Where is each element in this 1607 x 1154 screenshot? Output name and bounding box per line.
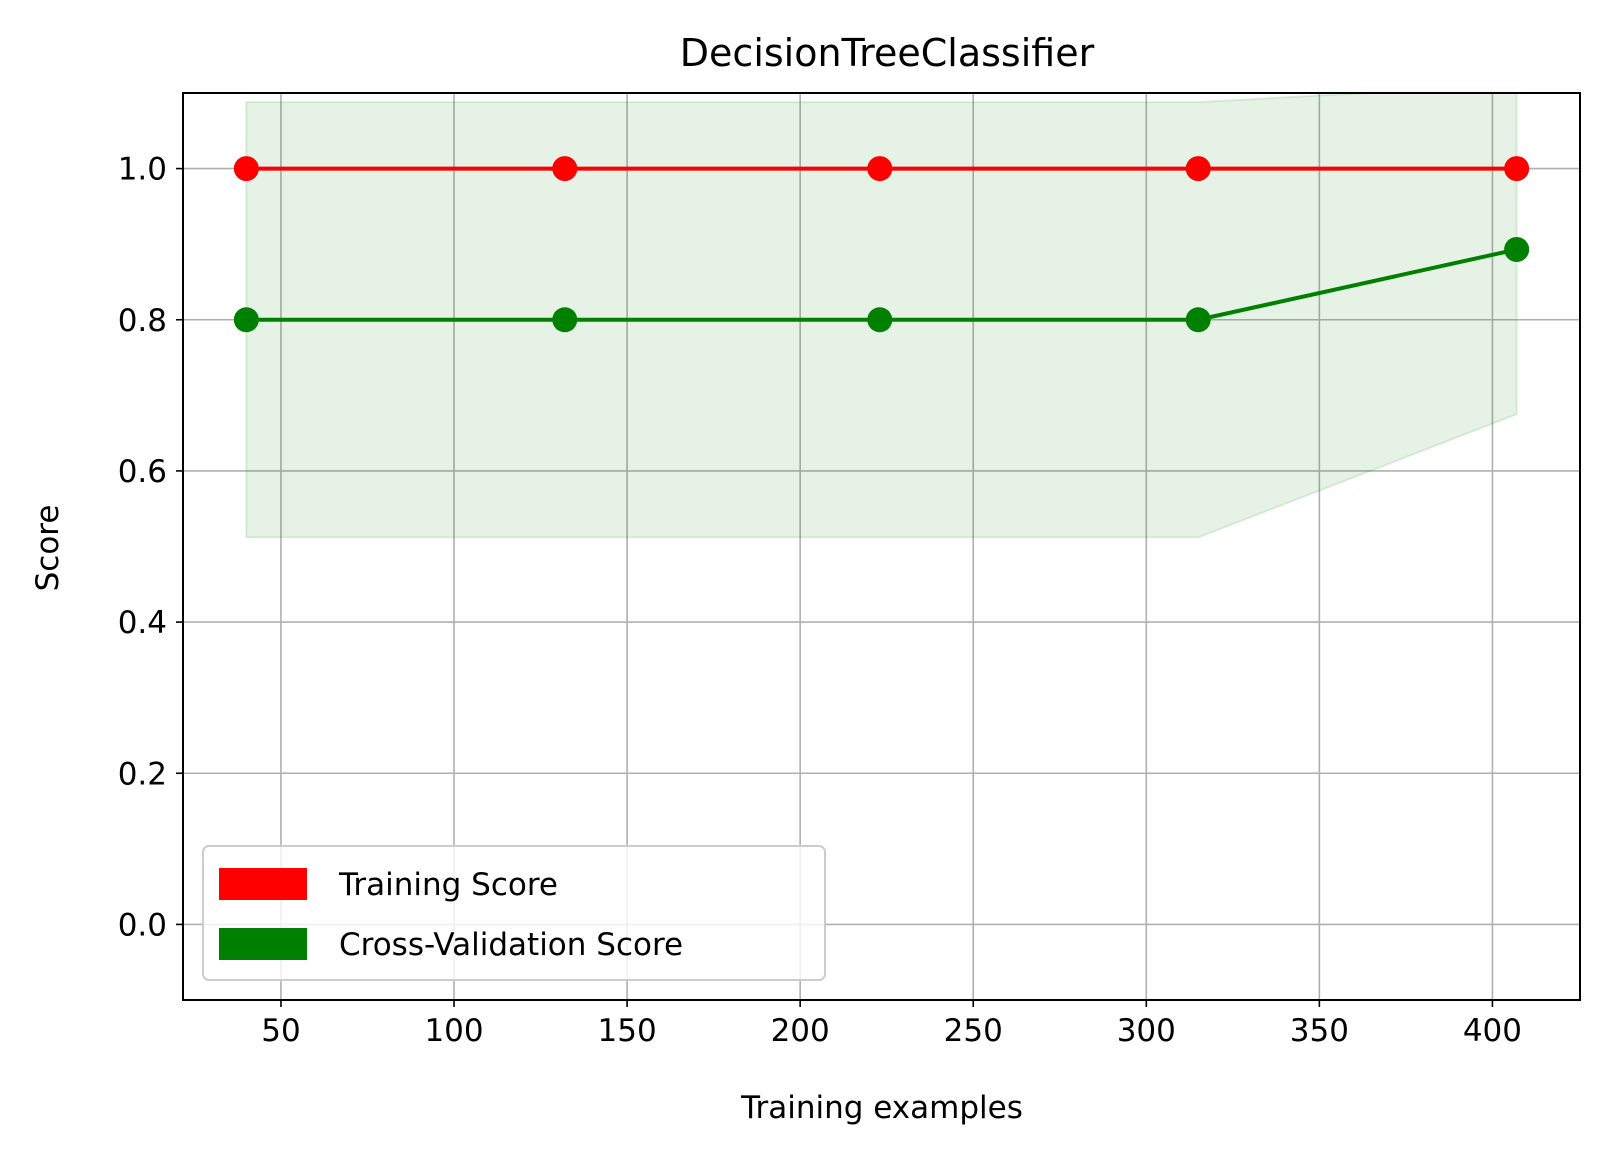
x-tick-label: 100 bbox=[424, 1013, 483, 1049]
training-score-legend-label: Training Score bbox=[338, 867, 558, 903]
training-score-point bbox=[1185, 156, 1211, 182]
x-tick-label: 400 bbox=[1463, 1013, 1522, 1049]
training-score-point bbox=[552, 156, 578, 182]
series-points bbox=[233, 156, 1530, 333]
x-tick-label: 150 bbox=[598, 1013, 657, 1049]
y-axis-ticks: 0.0 0.2 0.4 0.6 0.8 1.0 bbox=[118, 152, 183, 943]
legend-box bbox=[202, 845, 826, 981]
y-tick-label: 0.8 bbox=[118, 303, 167, 339]
x-tick-label: 50 bbox=[261, 1013, 300, 1049]
cross-validation-score-point bbox=[1185, 307, 1211, 333]
x-tick-label: 350 bbox=[1290, 1013, 1349, 1049]
cross-validation-score-point bbox=[552, 307, 578, 333]
y-tick-label: 0.0 bbox=[118, 907, 167, 943]
training-score-point bbox=[867, 156, 893, 182]
x-axis-label: Training examples bbox=[740, 1090, 1023, 1126]
y-tick-label: 0.4 bbox=[118, 605, 167, 641]
cross-validation-score-point bbox=[867, 307, 893, 333]
training-score-point bbox=[1504, 156, 1530, 182]
cross-validation-score-point bbox=[233, 307, 259, 333]
y-tick-label: 1.0 bbox=[118, 152, 167, 188]
training-score-legend-swatch bbox=[219, 868, 307, 900]
y-tick-label: 0.2 bbox=[118, 756, 167, 792]
y-axis-label: Score bbox=[30, 505, 66, 592]
chart-title: DecisionTreeClassifier bbox=[680, 31, 1095, 75]
x-tick-label: 200 bbox=[771, 1013, 830, 1049]
x-tick-label: 300 bbox=[1117, 1013, 1176, 1049]
x-axis-ticks: 50 100 150 200 250 300 350 400 bbox=[261, 1000, 1522, 1049]
training-score-point bbox=[233, 156, 259, 182]
x-tick-label: 250 bbox=[944, 1013, 1003, 1049]
cross-validation-score-legend-label: Cross-Validation Score bbox=[339, 927, 683, 963]
cross-validation-score-point bbox=[1504, 236, 1530, 262]
y-tick-label: 0.6 bbox=[118, 454, 167, 490]
legend: Training Score Cross-Validation Score bbox=[202, 845, 826, 981]
cross-validation-score-legend-swatch bbox=[219, 928, 307, 960]
plot-frame bbox=[182, 92, 1581, 1001]
